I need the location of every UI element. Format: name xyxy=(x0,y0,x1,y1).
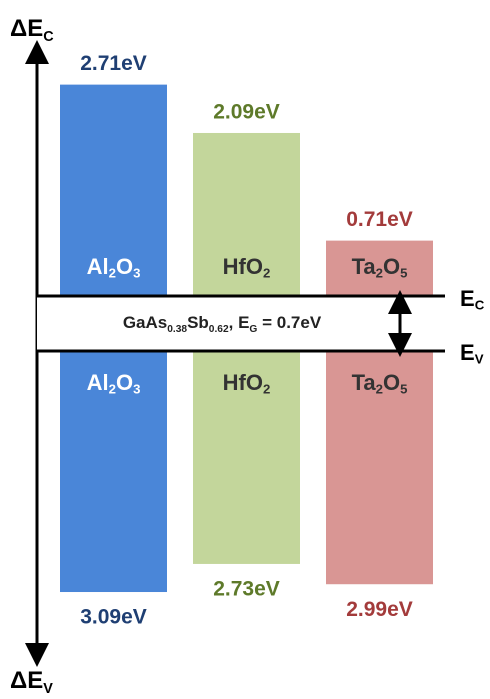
axis-top-label: ΔEC xyxy=(10,15,54,45)
subscript: 2 xyxy=(376,382,383,397)
text-part: ΔE xyxy=(10,667,43,694)
text-part: O xyxy=(383,370,400,395)
valence-band-offset xyxy=(60,351,167,593)
valence-label: 2.99eV xyxy=(346,598,413,621)
conduction-label: 2.09eV xyxy=(213,101,280,124)
subscript: 2 xyxy=(263,382,270,397)
valence-label: 2.73eV xyxy=(213,577,280,600)
material-name: Al2O3 xyxy=(87,254,141,281)
conduction-label: 2.71eV xyxy=(80,52,147,75)
subscript: C xyxy=(475,298,485,313)
subscript: 5 xyxy=(400,266,407,281)
conduction-band-offset xyxy=(60,84,167,297)
text-part: GaAs xyxy=(123,313,167,332)
material-name: Ta2O5 xyxy=(352,370,408,397)
subscript: G xyxy=(249,324,257,335)
semiconductor-gap xyxy=(37,296,445,351)
subscript: 2 xyxy=(376,266,383,281)
axis-bottom-label: ΔEV xyxy=(10,667,53,697)
text-part: O xyxy=(383,254,400,279)
valence-band-offset xyxy=(193,351,300,564)
text-part: O xyxy=(116,370,133,395)
text-part: E xyxy=(460,340,475,365)
valence-level-label: EV xyxy=(460,340,484,367)
subscript: 2 xyxy=(109,266,116,281)
valence-label: 3.09eV xyxy=(80,606,147,629)
text-part: E xyxy=(460,286,475,311)
conduction-level-label: EC xyxy=(460,286,485,313)
material-name: Al2O3 xyxy=(87,370,141,397)
subscript: V xyxy=(475,352,484,367)
subscript: V xyxy=(43,681,53,697)
subscript: 3 xyxy=(133,382,140,397)
text-part: Al xyxy=(87,370,109,395)
text-part: Al xyxy=(87,254,109,279)
subscript: 5 xyxy=(400,382,407,397)
text-part: Ta xyxy=(352,254,377,279)
conduction-band-offset xyxy=(326,240,433,296)
valence-band-offset xyxy=(326,351,433,585)
semiconductor-label: GaAs0.38Sb0.62, EG = 0.7eV xyxy=(123,313,322,334)
subscript: 3 xyxy=(133,266,140,281)
subscript: 0.38 xyxy=(167,324,187,335)
subscript: 2 xyxy=(109,382,116,397)
text-part: HfO xyxy=(223,370,263,395)
material-name: HfO2 xyxy=(223,254,271,281)
subscript: C xyxy=(43,29,53,45)
material-name: Ta2O5 xyxy=(352,254,408,281)
conduction-band-offset xyxy=(193,132,300,296)
text-part: = 0.7eV xyxy=(257,313,321,332)
text-part: ΔE xyxy=(10,15,43,42)
conduction-label: 0.71eV xyxy=(346,208,413,231)
text-part: Ta xyxy=(352,370,377,395)
subscript: 2 xyxy=(263,266,270,281)
subscript: 0.62 xyxy=(209,324,229,335)
text-part: HfO xyxy=(223,254,263,279)
material-name: HfO2 xyxy=(223,370,271,397)
text-part: Sb xyxy=(187,313,209,332)
text-part: O xyxy=(116,254,133,279)
text-part: , E xyxy=(229,313,250,332)
